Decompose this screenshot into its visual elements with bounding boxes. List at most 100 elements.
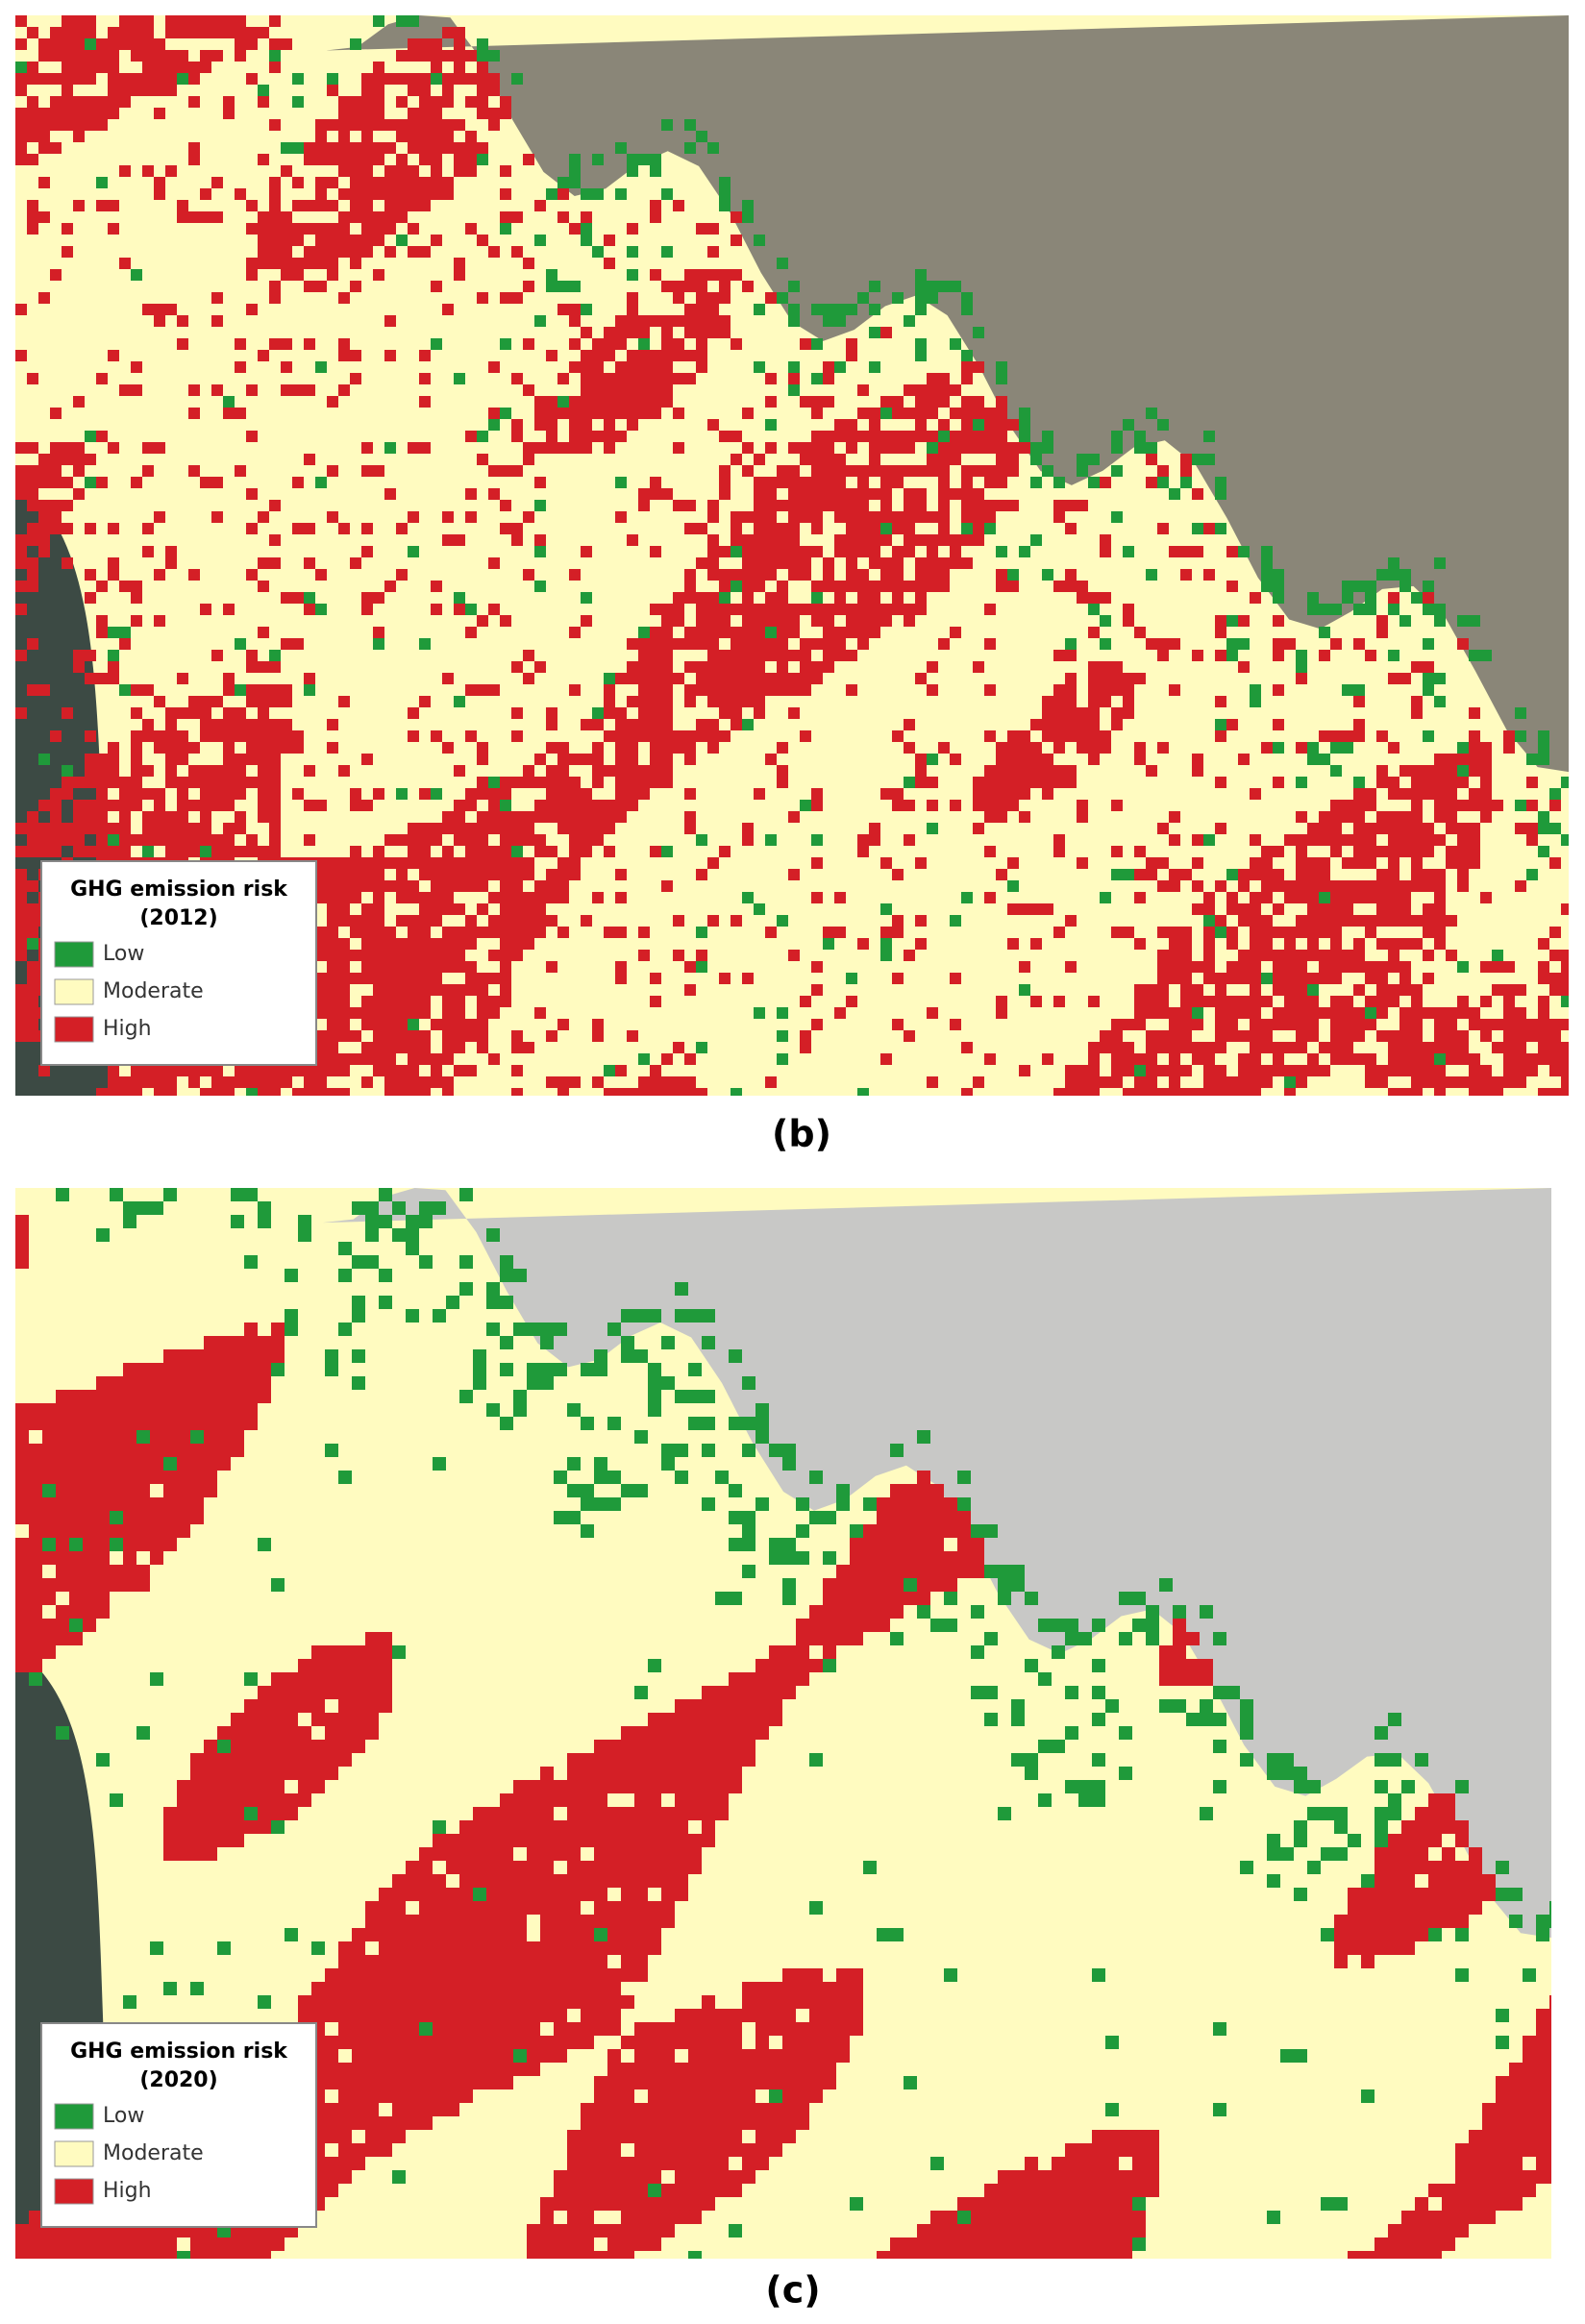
high-cell (527, 1780, 540, 1793)
high-cell (696, 1088, 707, 1096)
high-cell (607, 1928, 621, 1941)
high-cell (188, 1076, 200, 1088)
high-cell (304, 557, 315, 569)
high-cell (1428, 1834, 1442, 1847)
high-cell (594, 1793, 607, 1807)
high-cell (325, 1767, 338, 1780)
high-cell (684, 1088, 696, 1096)
high-cell (534, 811, 546, 823)
high-cell (527, 1888, 540, 1901)
high-cell (27, 996, 38, 1007)
high-cell (1388, 1874, 1401, 1888)
high-cell (258, 581, 269, 592)
high-cell (1376, 961, 1388, 973)
low-cell (258, 85, 269, 96)
high-cell (836, 1578, 850, 1592)
high-cell (454, 927, 465, 938)
high-cell (834, 638, 846, 650)
high-cell (846, 604, 857, 615)
high-cell (315, 996, 327, 1007)
high-cell (627, 696, 638, 707)
high-cell (892, 557, 904, 569)
high-cell (661, 361, 673, 373)
high-cell (1399, 961, 1411, 973)
high-cell (534, 880, 546, 892)
high-cell (119, 638, 131, 650)
high-cell (581, 350, 592, 361)
high-cell (281, 338, 292, 350)
high-cell (742, 569, 754, 581)
high-cell (446, 1888, 459, 1901)
low-cell (1261, 557, 1273, 569)
low-cell (96, 1753, 110, 1767)
high-cell (661, 1740, 675, 1753)
high-cell (742, 638, 754, 650)
high-cell (1250, 1076, 1261, 1088)
high-cell (177, 200, 188, 211)
high-cell (581, 396, 592, 408)
low-cell (1038, 1740, 1052, 1753)
high-cell (408, 38, 419, 50)
high-cell (119, 85, 131, 96)
high-cell (927, 684, 938, 696)
high-cell (904, 546, 915, 557)
high-cell (880, 788, 892, 800)
high-cell (892, 396, 904, 408)
high-cell (777, 523, 788, 534)
high-cell (419, 1915, 433, 1928)
high-cell (1353, 1053, 1365, 1065)
high-cell (269, 811, 281, 823)
low-cell (1200, 1699, 1213, 1713)
high-cell (350, 350, 361, 361)
low-cell (796, 1551, 809, 1565)
high-cell (271, 1323, 285, 1336)
high-cell (396, 50, 408, 62)
high-cell (650, 696, 661, 707)
high-cell (350, 154, 361, 165)
high-cell (350, 211, 361, 223)
high-cell (1088, 684, 1100, 696)
high-cell (211, 177, 223, 188)
high-cell (604, 338, 615, 350)
high-cell (419, 1901, 433, 1915)
low-cell (788, 304, 800, 315)
high-cell (108, 200, 119, 211)
high-cell (957, 1524, 971, 1538)
low-cell (1240, 1753, 1253, 1767)
high-cell (1157, 880, 1169, 892)
high-cell (567, 1915, 581, 1928)
high-cell (419, 177, 431, 188)
low-cell (765, 627, 777, 638)
high-cell (1250, 927, 1261, 938)
high-cell (396, 177, 408, 188)
high-cell (29, 1632, 42, 1645)
high-cell (408, 892, 419, 903)
high-cell (834, 1007, 846, 1019)
low-cell (163, 1457, 177, 1471)
high-cell (150, 1511, 163, 1524)
high-cell (707, 315, 719, 327)
high-cell (996, 1007, 1007, 1019)
high-cell (684, 569, 696, 581)
high-cell (1169, 546, 1180, 557)
high-cell (384, 246, 396, 258)
high-cell (235, 823, 246, 834)
low-cell (869, 281, 880, 292)
high-cell (246, 661, 258, 673)
high-cell (984, 419, 996, 431)
high-cell (136, 1363, 150, 1376)
high-cell (150, 1471, 163, 1484)
high-cell (350, 1030, 361, 1042)
high-cell (1250, 973, 1261, 984)
high-cell (1159, 1672, 1173, 1686)
high-cell (996, 742, 1007, 754)
high-cell (1111, 684, 1123, 696)
high-cell (638, 661, 650, 673)
high-cell (569, 823, 581, 834)
high-cell (1434, 1065, 1446, 1076)
high-cell (973, 488, 984, 500)
high-cell (454, 165, 465, 177)
high-cell (1492, 1042, 1503, 1053)
low-cell (1561, 777, 1569, 788)
high-cell (62, 246, 73, 258)
